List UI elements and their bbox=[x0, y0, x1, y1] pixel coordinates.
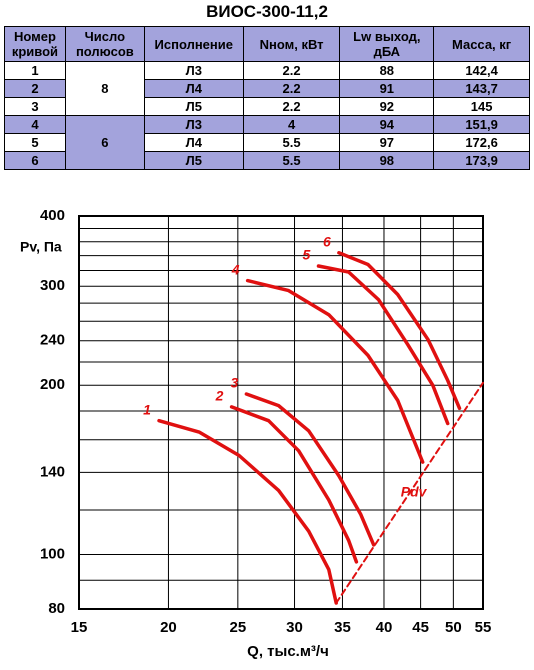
header-cell: Число полюсов bbox=[64, 26, 145, 62]
table-cell: 173,9 bbox=[433, 151, 530, 170]
table-row: 3 Л5 2.2 92 145 bbox=[4, 97, 530, 116]
table-cell: 4 bbox=[242, 115, 341, 134]
y-tick-label: 140 bbox=[40, 463, 65, 480]
table-row: 5 Л4 5.5 97 172,6 bbox=[4, 133, 530, 152]
header-cell: Масса, кг bbox=[433, 26, 530, 62]
table-row: 6 Л5 5.5 98 173,9 bbox=[4, 151, 530, 170]
x-tick-label: 15 bbox=[71, 619, 88, 636]
spec-table: Номер кривой Число полюсов Исполнение Nном,… bbox=[4, 26, 530, 170]
curve-label: 1 bbox=[143, 401, 151, 417]
fan-curve bbox=[157, 418, 338, 605]
plot-frame bbox=[78, 215, 484, 610]
table-cell: 2.2 bbox=[242, 79, 341, 98]
pressure-line bbox=[335, 381, 484, 604]
fan-curve bbox=[245, 278, 425, 464]
fan-curve bbox=[244, 392, 376, 547]
table-cell: Л3 bbox=[143, 61, 244, 80]
curve-label: 4 bbox=[231, 261, 240, 277]
poles-cell: 6 bbox=[64, 115, 145, 170]
fan-curve bbox=[229, 405, 359, 564]
x-tick-label: 25 bbox=[229, 619, 246, 636]
table-cell: 172,6 bbox=[433, 133, 530, 152]
table-cell: 1 bbox=[4, 61, 66, 80]
header-cell: Номер кривой bbox=[4, 26, 66, 62]
y-axis-label: Pv, Па bbox=[20, 239, 62, 255]
y-tick-label: 100 bbox=[40, 545, 65, 562]
header-cell: Nном, кВт bbox=[242, 26, 341, 62]
table-cell: 91 bbox=[339, 79, 435, 98]
y-tick-label: 80 bbox=[48, 600, 65, 617]
x-tick-label: 50 bbox=[445, 619, 462, 636]
x-tick-label: 35 bbox=[334, 619, 351, 636]
table-cell: 2.2 bbox=[242, 61, 341, 80]
table-cell: 2 bbox=[4, 79, 66, 98]
table-cell: 88 bbox=[339, 61, 435, 80]
x-tick-label: 20 bbox=[160, 619, 177, 636]
table-cell: 5.5 bbox=[242, 133, 341, 152]
x-tick-label: 45 bbox=[412, 619, 429, 636]
table-cell: 143,7 bbox=[433, 79, 530, 98]
table-cell: 145 bbox=[433, 97, 530, 116]
table-cell: Л5 bbox=[143, 151, 244, 170]
x-tick-label: 55 bbox=[475, 619, 492, 636]
table-cell: 5.5 bbox=[242, 151, 341, 170]
y-tick-label: 400 bbox=[40, 207, 65, 224]
curve-label: 3 bbox=[231, 375, 239, 391]
header-row: Номер кривой Число полюсов Исполнение Nном,… bbox=[4, 26, 530, 62]
fan-curve bbox=[337, 251, 462, 411]
header-cell: Исполнение bbox=[143, 26, 244, 62]
title: ВИОС-300-11,2 bbox=[206, 2, 328, 21]
table-cell: Л3 bbox=[143, 115, 244, 134]
table-cell: 6 bbox=[4, 151, 66, 170]
curve-label: Pdv bbox=[401, 484, 428, 500]
curve-label: 6 bbox=[323, 234, 331, 250]
y-tick-label: 300 bbox=[40, 277, 65, 294]
y-tick-label: 240 bbox=[40, 332, 65, 349]
curve-label: 2 bbox=[215, 388, 224, 404]
x-axis-label: Q, тыс.м³/ч bbox=[247, 643, 329, 660]
curve-label: 5 bbox=[303, 247, 311, 263]
fan-curve bbox=[316, 264, 450, 426]
y-tick-label: 200 bbox=[40, 376, 65, 393]
table-cell: 94 bbox=[339, 115, 435, 134]
table-cell: 98 bbox=[339, 151, 435, 170]
table-cell: 151,9 bbox=[433, 115, 530, 134]
table-cell: 92 bbox=[339, 97, 435, 116]
x-tick-label: 40 bbox=[376, 619, 393, 636]
x-tick-label: 30 bbox=[286, 619, 303, 636]
